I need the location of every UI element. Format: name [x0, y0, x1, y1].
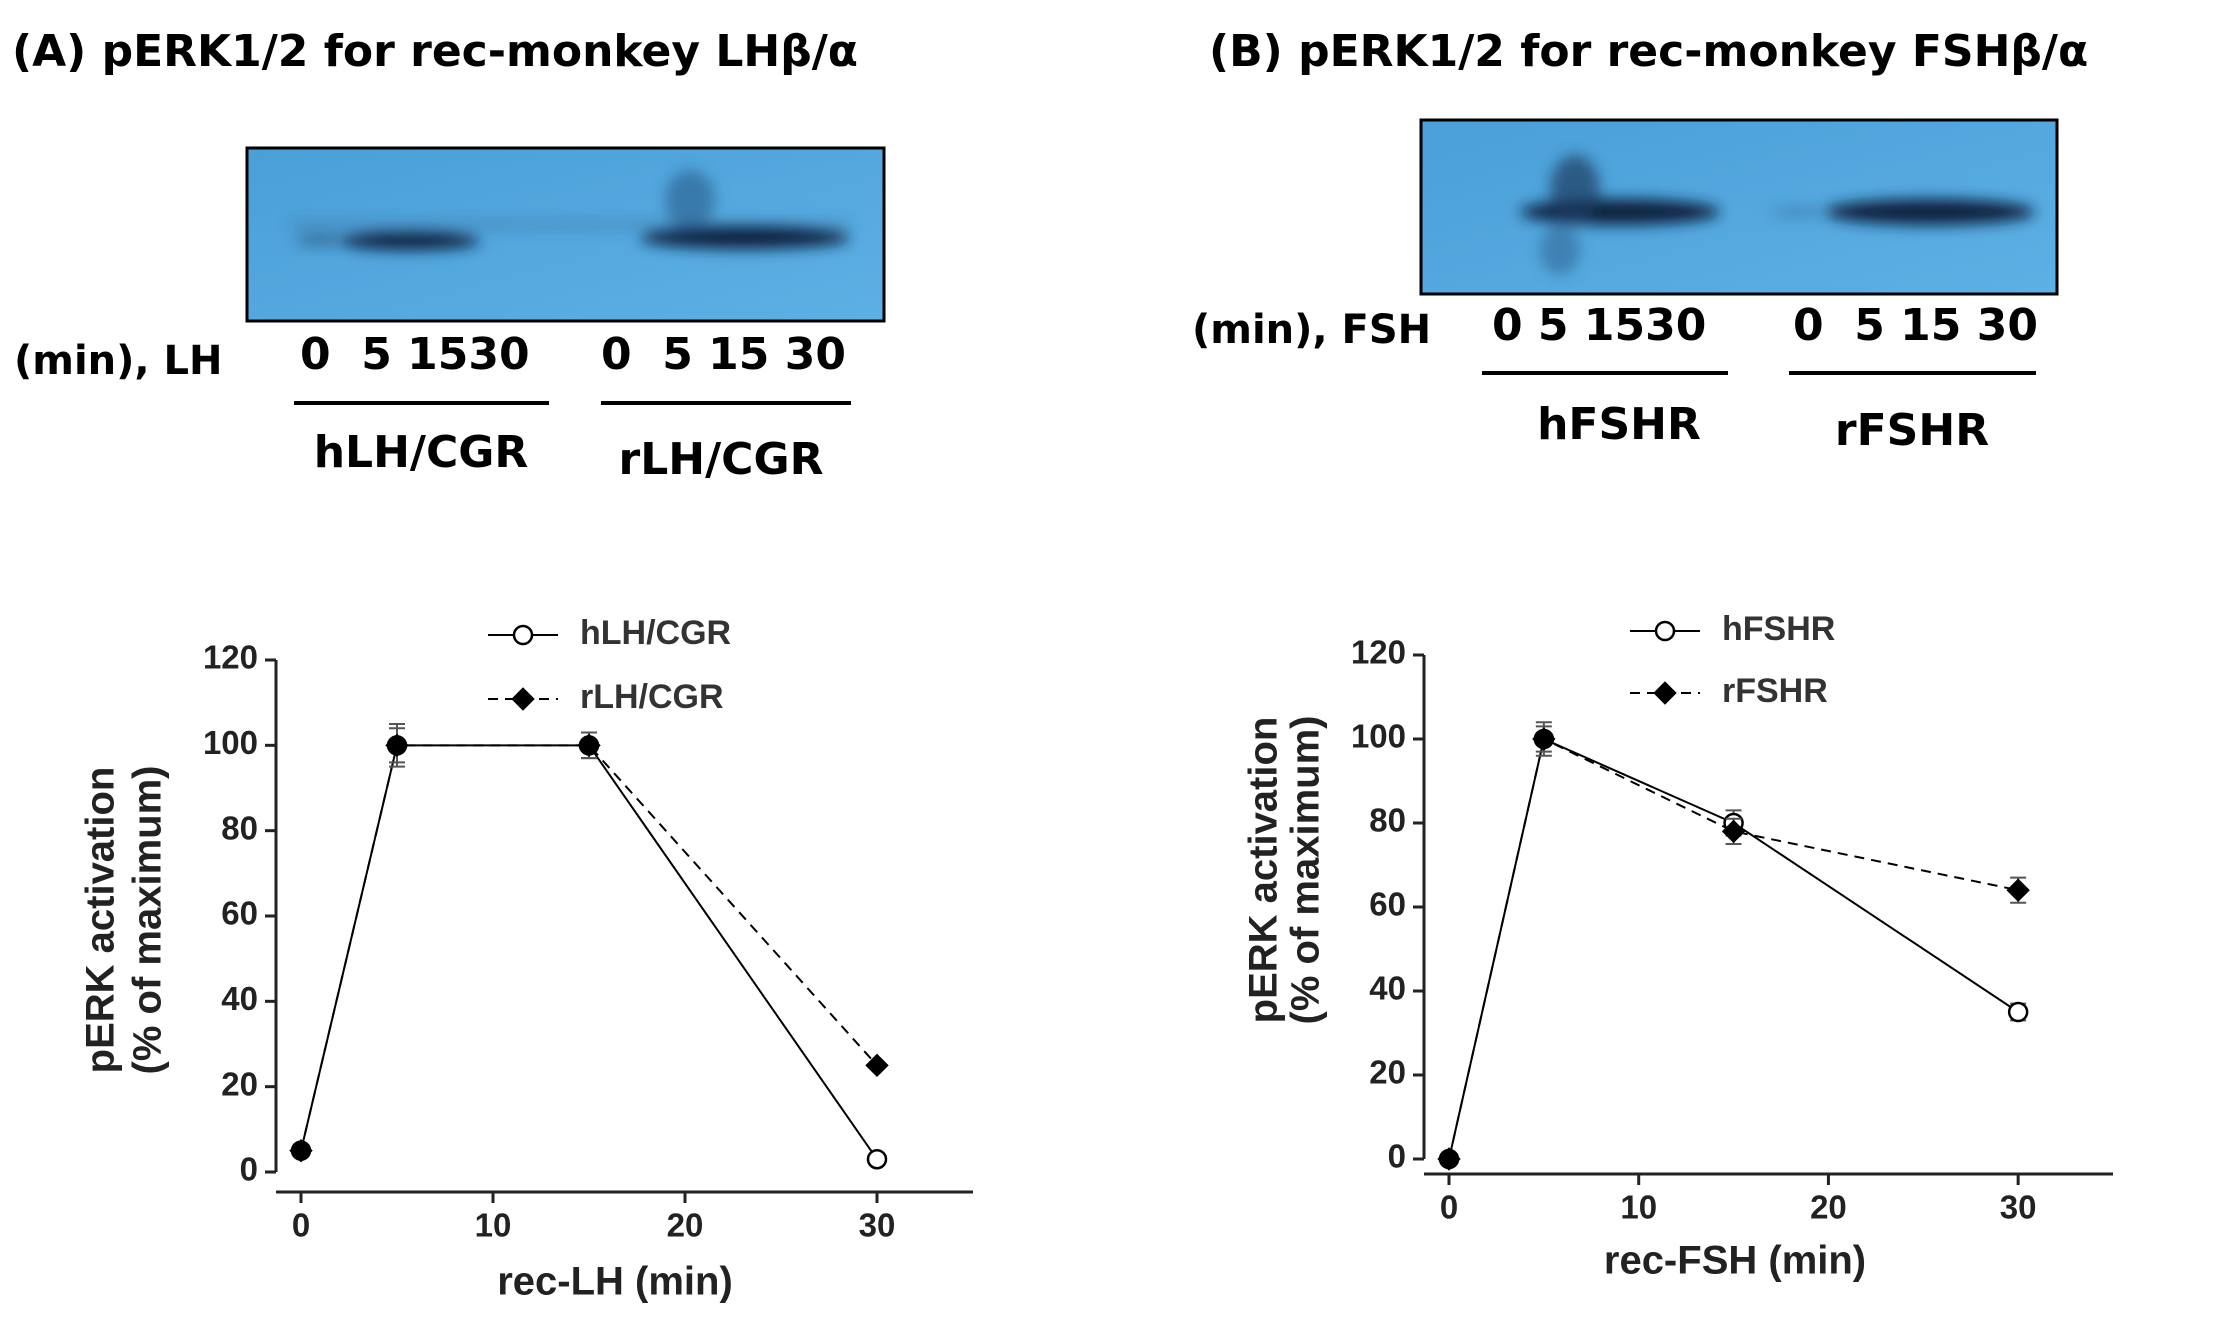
x-tick-label: 30	[859, 1207, 896, 1244]
group-label: rLH/CGR	[619, 434, 824, 485]
x-tick-label: 20	[667, 1207, 704, 1244]
marker	[2006, 878, 2030, 902]
y-axis-label: pERK activation	[79, 767, 123, 1074]
lane-labels: 0 5 1530	[300, 329, 530, 380]
y-axis-label: pERK activation	[1242, 717, 1286, 1024]
y-tick-label: 100	[1351, 718, 1406, 755]
marker	[866, 1148, 888, 1170]
marker	[289, 1138, 313, 1163]
y-axis-label: (% of maximum)	[1284, 716, 1328, 1025]
blot-image	[1419, 118, 2059, 296]
y-tick-label: 40	[221, 980, 258, 1017]
series-line	[1448, 737, 2019, 1160]
legend-label: rLH/CGR	[580, 678, 724, 716]
y-tick-label: 100	[203, 724, 258, 761]
x-tick-label: 0	[292, 1207, 310, 1244]
marker	[1532, 727, 1556, 751]
panel-title: (A) pERK1/2 for rec-monkey LHβ/α	[12, 26, 858, 77]
y-tick-label: 120	[1351, 634, 1406, 671]
legend-label: hLH/CGR	[580, 614, 731, 652]
group-label: rFSHR	[1835, 405, 1989, 456]
group-label: hFSHR	[1537, 399, 1701, 450]
x-tick-label: 30	[2000, 1189, 2037, 1226]
x-tick-label: 20	[1810, 1189, 1847, 1226]
series-line	[1448, 737, 2019, 1160]
marker	[2007, 1001, 2029, 1023]
blot-time-label: (min), FSH	[1192, 307, 1431, 353]
lane-labels: 0 5 1530	[1492, 300, 1706, 351]
y-tick-label: 0	[240, 1151, 258, 1188]
y-tick-label: 120	[203, 639, 258, 676]
blot-time-label: (min), LH	[14, 338, 223, 384]
marker	[1721, 819, 1746, 844]
x-axis-label: rec-FSH (min)	[1604, 1239, 1866, 1283]
marker	[865, 1053, 889, 1078]
legend-label: rFSHR	[1722, 672, 1828, 710]
y-tick-label: 20	[1369, 1054, 1406, 1091]
y-tick-label: 80	[1369, 802, 1406, 839]
y-tick-label: 80	[221, 809, 258, 846]
blot-image	[245, 146, 886, 323]
y-tick-label: 0	[1388, 1138, 1406, 1175]
y-tick-label: 60	[1369, 886, 1406, 923]
legend-marker	[512, 624, 534, 646]
y-axis-label: (% of maximum)	[126, 766, 170, 1075]
y-tick-label: 20	[221, 1065, 258, 1102]
marker	[577, 733, 601, 758]
marker	[1437, 1147, 1461, 1171]
series-line	[300, 744, 878, 1151]
x-tick-label: 0	[1440, 1189, 1458, 1226]
legend-marker	[1654, 620, 1676, 642]
x-tick-label: 10	[475, 1207, 512, 1244]
y-tick-label: 60	[221, 895, 258, 932]
group-label: hLH/CGR	[314, 427, 529, 478]
x-tick-label: 10	[1620, 1189, 1657, 1226]
y-tick-label: 40	[1369, 970, 1406, 1007]
series-line	[300, 744, 878, 1160]
panel-title: (B) pERK1/2 for rec-monkey FSHβ/α	[1209, 26, 2088, 77]
marker	[385, 733, 409, 758]
x-axis-label: rec-LH (min)	[497, 1260, 733, 1304]
legend-label: hFSHR	[1722, 610, 1835, 648]
lane-labels: 0 5 15 30	[1793, 300, 2038, 351]
lane-labels: 0 5 15 30	[601, 329, 846, 380]
legend-marker	[511, 687, 535, 711]
legend-marker	[1653, 681, 1677, 705]
